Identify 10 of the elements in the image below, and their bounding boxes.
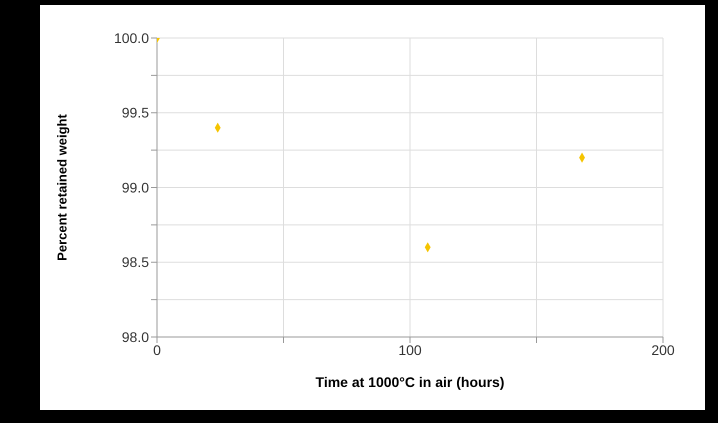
x-axis-title: Time at 1000°C in air (hours)	[316, 374, 504, 390]
y-tick-label: 99.5	[122, 104, 150, 121]
y-tick-label: 100.0	[114, 30, 150, 46]
y-tick-label: 98.5	[122, 254, 150, 270]
y-tick-label: 99.0	[122, 179, 150, 196]
y-axis-title: Percent retained weight	[54, 114, 70, 261]
x-tick-label: 200	[651, 342, 675, 358]
y-tick-label: 98.0	[122, 328, 150, 345]
x-tick-label: 100	[398, 342, 422, 358]
x-tick-label: 0	[153, 342, 162, 358]
